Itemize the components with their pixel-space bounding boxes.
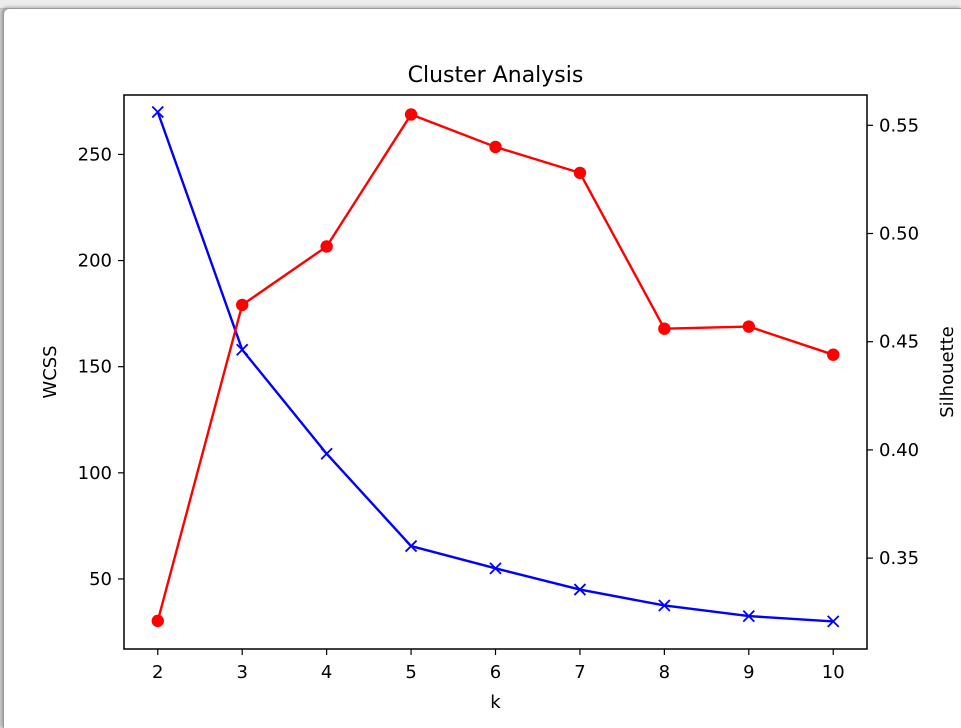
plot-area — [123, 94, 868, 650]
silhouette-point-marker — [658, 322, 671, 335]
wcss-point-marker — [489, 562, 502, 575]
x-axis-ticks: 2 3 4 5 6 7 8 9 10 — [152, 649, 845, 683]
wcss-point-marker — [742, 609, 755, 623]
x-tick-label: 6 — [490, 662, 501, 683]
wcss-point-marker — [236, 343, 249, 356]
wcss-point-marker — [658, 599, 671, 612]
right-y-tick-label: 0.50 — [879, 224, 919, 245]
x-tick-label: 5 — [405, 662, 416, 683]
right-y-tick-label: 0.45 — [879, 332, 919, 353]
wcss-point-marker — [320, 447, 333, 460]
right-y-tick-label: 0.55 — [879, 115, 919, 136]
left-y-tick-label: 150 — [78, 357, 112, 378]
left-y-tick-label: 250 — [78, 144, 112, 165]
left-y-axis-label: WCSS — [40, 345, 61, 398]
right-y-tick-label: 0.35 — [879, 548, 919, 569]
right-y-axis-ticks: 0.35 0.40 0.45 0.50 0.55 — [867, 115, 919, 569]
silhouette-point-marker — [236, 298, 249, 312]
wcss-point-marker — [151, 105, 164, 119]
x-tick-label: 7 — [574, 662, 585, 683]
right-y-axis-label: Silhouette — [937, 326, 958, 418]
x-tick-label: 2 — [152, 662, 163, 683]
left-y-tick-label: 200 — [78, 251, 112, 272]
left-y-tick-label: 100 — [78, 463, 112, 484]
silhouette-point-marker — [320, 240, 333, 253]
silhouette-point-marker — [742, 320, 755, 333]
series-layer — [151, 105, 840, 628]
left-y-tick-label: 50 — [89, 569, 112, 590]
silhouette-point-marker — [151, 614, 164, 628]
silhouette-point-marker — [827, 348, 840, 361]
chart-title: Cluster Analysis — [408, 63, 584, 88]
silhouette-point-marker — [489, 140, 502, 154]
silhouette-point-marker — [573, 166, 587, 180]
x-tick-label: 8 — [659, 662, 670, 683]
wcss-point-marker — [404, 539, 418, 553]
wcss-point-marker — [573, 583, 587, 596]
left-y-axis-ticks: 50 100 150 200 250 — [78, 144, 124, 590]
x-tick-label: 9 — [743, 662, 754, 683]
silhouette-point-marker — [404, 108, 418, 121]
x-tick-label: 4 — [321, 662, 332, 683]
x-axis-label: k — [490, 692, 501, 713]
x-tick-label: 10 — [822, 662, 845, 683]
x-tick-label: 3 — [236, 662, 247, 683]
wcss-point-marker — [827, 615, 840, 628]
right-y-tick-label: 0.40 — [879, 440, 919, 461]
